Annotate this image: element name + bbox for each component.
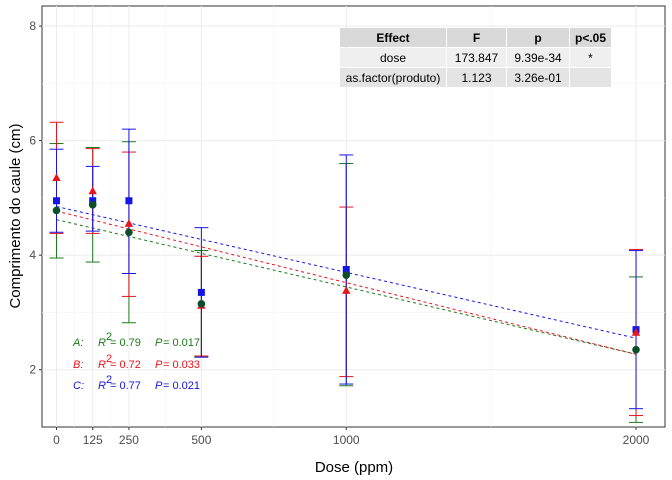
data-point-C	[125, 197, 133, 205]
annotation-p-value: = 0.017	[163, 337, 200, 349]
annotation-B: B: R 2 = 0.72 P = 0.033	[73, 353, 200, 371]
table-cell	[340, 48, 446, 67]
y-axis-title: Comprimento do caule (cm)	[7, 123, 24, 308]
error-bar-C	[49, 148, 64, 233]
annotation-A: A: R 2 = 0.79 P = 0.017	[72, 331, 200, 349]
grid-minor	[42, 6, 665, 427]
y-axis-ticks: 2 4 6 8	[29, 19, 42, 377]
table-cell-text: *	[588, 51, 593, 65]
annotation-r2-sup: 2	[106, 374, 112, 386]
table-cell	[447, 48, 506, 67]
data-point-B	[52, 173, 61, 182]
x-axis-ticks: 0 125 250 500 1000 2000	[53, 427, 650, 447]
data-point-C	[89, 197, 97, 205]
table-header-cell	[340, 28, 446, 47]
annotation-r2-sup: 2	[106, 331, 112, 343]
data-markers	[52, 173, 641, 354]
annotation-r2-symbol: R	[98, 380, 106, 392]
annotation-r2-value: = 0.79	[110, 337, 141, 349]
data-point-A	[632, 345, 640, 354]
table-cell	[570, 68, 611, 87]
annotation-p-symbol: P	[155, 380, 163, 392]
table-cell-text: 1.123	[461, 71, 491, 85]
data-point-A	[125, 228, 133, 237]
table-header-label: Effect	[376, 31, 409, 45]
data-point-A	[52, 206, 61, 215]
table-cell-text: as.factor(produto)	[346, 71, 441, 85]
data-point-A	[197, 300, 206, 308]
annotation-r2-symbol: R	[98, 337, 106, 349]
annotation-p-symbol: P	[155, 337, 163, 349]
x-tick-label: 500	[191, 433, 211, 447]
x-tick-label: 0	[53, 433, 60, 447]
table-header-cell	[447, 28, 506, 47]
table-header-cell	[570, 28, 611, 47]
data-point-B	[631, 327, 641, 336]
data-point-A	[342, 271, 351, 280]
table-cell	[570, 48, 611, 67]
data-point-C	[342, 265, 350, 273]
table-header-cell	[507, 28, 569, 47]
annotation-r2-symbol: R	[98, 359, 106, 371]
data-point-B	[88, 186, 97, 195]
data-point-C	[197, 288, 205, 296]
annotation-p-value: = 0.033	[163, 359, 200, 371]
x-tick-label: 125	[83, 433, 103, 447]
y-tick-label: 8	[29, 19, 36, 33]
y-tick-label: 4	[29, 248, 36, 262]
x-axis-title: Dose (ppm)	[315, 459, 393, 476]
table-cell	[507, 68, 569, 87]
table-cell-text: 9.39e-34	[514, 51, 562, 65]
x-tick-label: 2000	[623, 433, 650, 447]
data-point-A	[88, 200, 97, 209]
annotation-C: C: R 2 = 0.77 P = 0.021	[73, 374, 200, 392]
y-tick-label: 6	[29, 134, 36, 148]
table-cell	[340, 68, 446, 87]
table-header-label: p	[534, 31, 541, 45]
annotation-r2-value: = 0.72	[110, 359, 141, 371]
y-tick-label: 2	[29, 363, 36, 377]
x-tick-label: 1000	[333, 433, 360, 447]
annotation-p-value: = 0.021	[163, 380, 200, 392]
annotation-label: B:	[73, 359, 83, 371]
annotation-r2-value: = 0.77	[110, 380, 141, 392]
table-cell	[447, 68, 506, 87]
data-point-C	[52, 197, 60, 205]
table-cell-text: 173.847	[455, 51, 499, 65]
annotation-p-symbol: P	[155, 359, 163, 371]
annotation-label: A:	[72, 337, 83, 349]
x-tick-label: 250	[119, 433, 139, 447]
table-cell-text: 3.26e-01	[514, 71, 562, 85]
table-cell-text: dose	[380, 51, 406, 65]
table-header-label: p<.05	[575, 31, 606, 45]
data-point-B	[124, 219, 134, 227]
data-point-B	[342, 286, 351, 294]
annotation-r2-sup: 2	[106, 353, 112, 365]
table-cell	[507, 48, 569, 67]
table-header-label: F	[473, 31, 480, 45]
annotation-label: C:	[73, 380, 84, 392]
